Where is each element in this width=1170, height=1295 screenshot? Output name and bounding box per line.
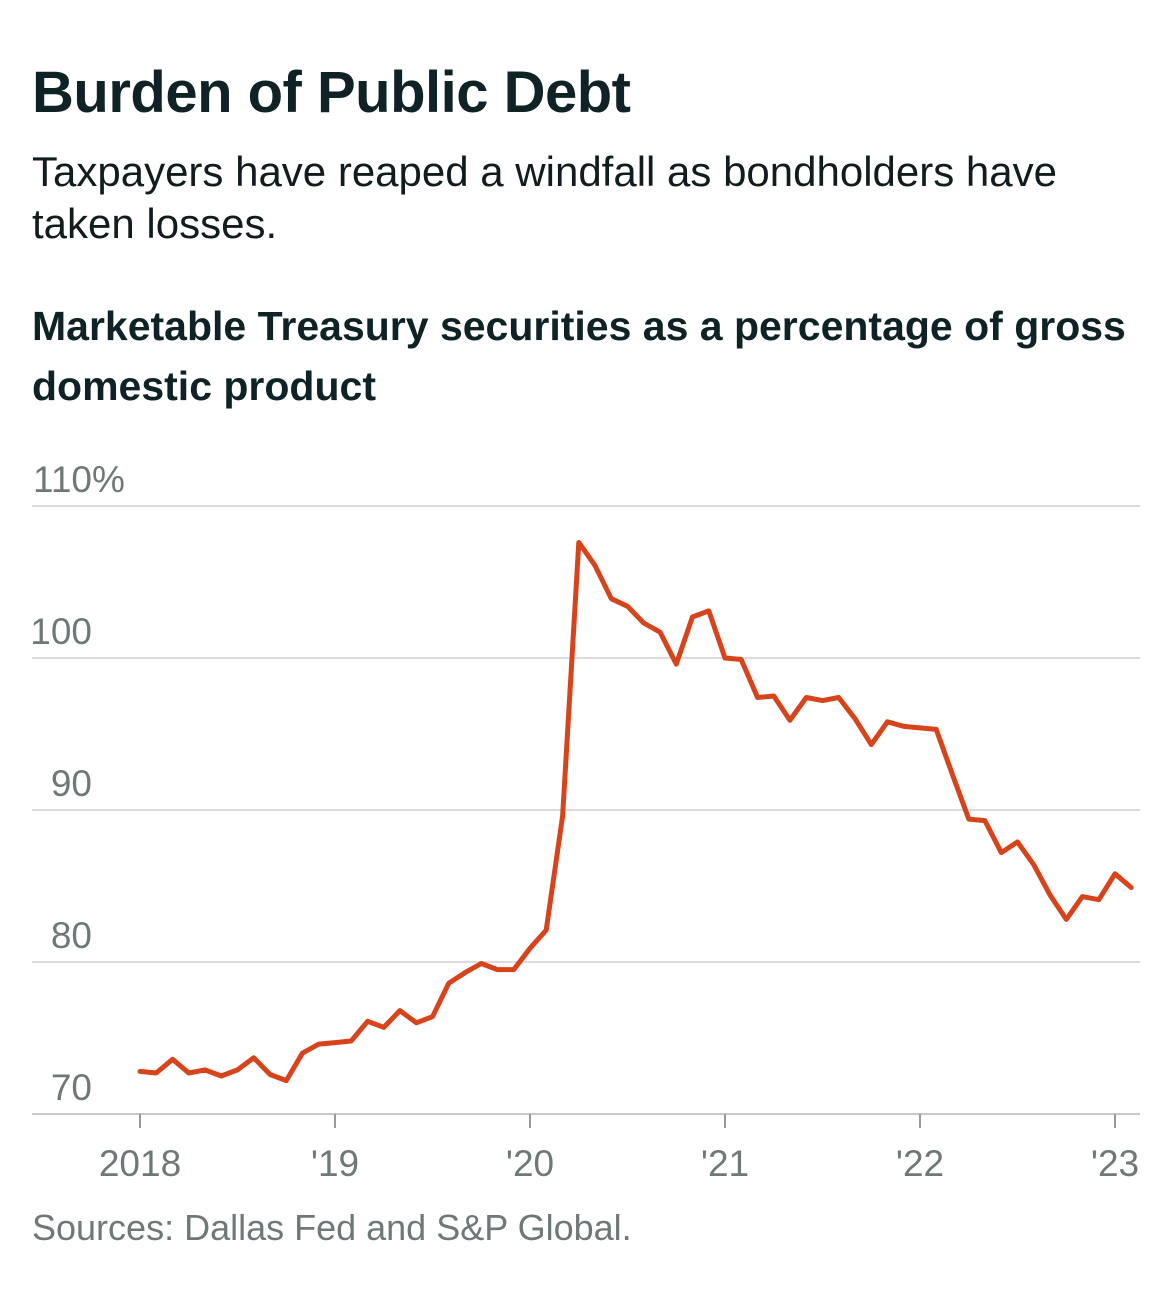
series-line-0 (137, 540, 1134, 1084)
page-title: Burden of Public Debt (32, 60, 631, 125)
y-tick-label-110: 110% (33, 459, 125, 500)
series-layer (137, 540, 1134, 1084)
x-tick-label-2022: '22 (896, 1143, 944, 1184)
x-tick-label-2023: '23 (1091, 1143, 1139, 1184)
x-tick-label-2020: '20 (506, 1143, 554, 1184)
x-tick-label-2019: '19 (311, 1143, 359, 1184)
y-tick-label-100: 100 (30, 611, 92, 652)
y-tick-label-70: 70 (51, 1067, 92, 1108)
source-note: Sources: Dallas Fed and S&P Global. (32, 1207, 632, 1248)
y-axis-labels: 110% 100 90 80 70 (30, 459, 125, 1108)
x-tick-label-2018: 2018 (99, 1143, 181, 1184)
x-axis: 2018 '19 '20 '21 '22 '23 (99, 1114, 1139, 1184)
y-tick-label-90: 90 (51, 763, 92, 804)
line-chart: 110% 100 90 80 70 2018 '19 '20 '21 '22 '23 (30, 459, 1140, 1184)
subtitle: Taxpayers have reaped a windfall as bond… (32, 148, 1058, 247)
y-tick-label-80: 80 (51, 915, 92, 956)
chart-title: Marketable Treasury securities as a perc… (32, 303, 1126, 409)
gridlines (32, 505, 1140, 1115)
x-tick-label-2021: '21 (701, 1143, 749, 1184)
